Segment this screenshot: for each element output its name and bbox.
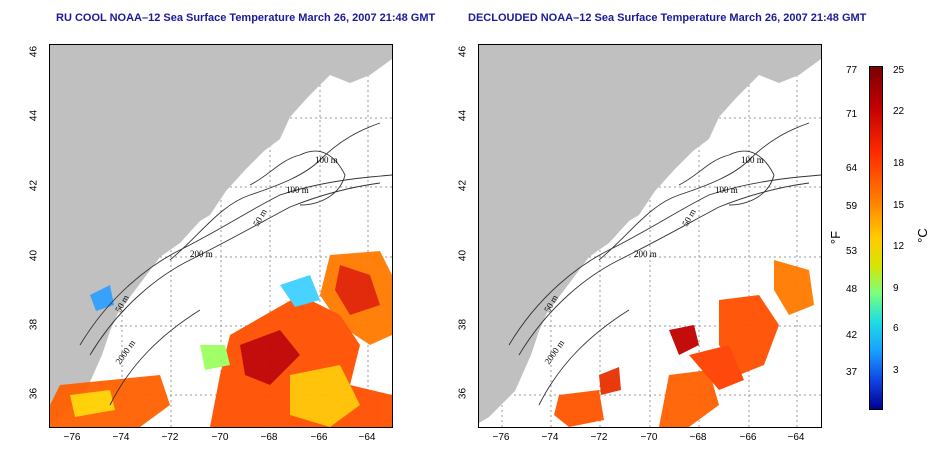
contour-label: 100 m — [715, 185, 738, 195]
c-tick: 18 — [893, 158, 905, 169]
y-tick: 44 — [28, 109, 40, 122]
right-title: DECLOUDED NOAA–12 Sea Surface Temperatur… — [468, 12, 867, 24]
x-tick: −66 — [310, 432, 328, 443]
x-tick: −64 — [358, 432, 376, 443]
c-tick: 3 — [893, 365, 899, 376]
contour-label: 2000 m — [113, 338, 137, 366]
sst-data — [554, 260, 814, 427]
sst-data — [50, 251, 392, 427]
f-tick: 53 — [846, 246, 858, 257]
c-tick: 12 — [893, 241, 905, 252]
x-tick: −72 — [590, 432, 608, 443]
x-tick: −76 — [492, 432, 510, 443]
contour-label: 200 m — [190, 249, 213, 259]
x-tick: −70 — [211, 432, 229, 443]
y-tick: 36 — [457, 387, 469, 400]
x-tick: −64 — [787, 432, 805, 443]
contour-label: 100 m — [315, 155, 338, 165]
x-tick: −72 — [161, 432, 179, 443]
right-map-panel: 100 m 100 m 50 m 200 m 50 m 2000 m — [478, 44, 822, 428]
f-tick: 37 — [846, 367, 858, 378]
land-mass — [479, 45, 821, 423]
celsius-label: °C — [914, 228, 930, 243]
contour-label: 50 m — [251, 207, 269, 228]
contour-label: 100 m — [741, 155, 764, 165]
y-tick: 42 — [28, 179, 40, 192]
x-tick: −68 — [689, 432, 707, 443]
contour-label: 200 m — [634, 249, 657, 259]
contour-label: 50 m — [680, 207, 698, 228]
x-tick: −70 — [640, 432, 658, 443]
x-tick: −76 — [63, 432, 81, 443]
c-tick: 6 — [893, 323, 899, 334]
x-tick: −66 — [739, 432, 757, 443]
y-tick: 44 — [457, 109, 469, 122]
x-tick: −74 — [112, 432, 130, 443]
contour-label: 2000 m — [542, 338, 566, 366]
x-tick: −74 — [541, 432, 559, 443]
y-tick: 38 — [457, 318, 469, 331]
y-tick: 46 — [28, 45, 40, 58]
left-title: RU COOL NOAA–12 Sea Surface Temperature … — [56, 12, 436, 24]
f-tick: 64 — [846, 163, 858, 174]
y-tick: 40 — [457, 249, 469, 262]
c-tick: 9 — [893, 283, 899, 294]
temperature-colorbar — [869, 66, 883, 410]
f-tick: 59 — [846, 201, 858, 212]
c-tick: 15 — [893, 200, 905, 211]
left-map-panel: 100 m 100 m 50 m 200 m 50 m 2000 m — [49, 44, 393, 428]
c-tick: 22 — [893, 106, 905, 117]
contour-label: 100 m — [286, 185, 309, 195]
land-mass — [50, 45, 392, 423]
fahrenheit-label: °F — [828, 230, 844, 245]
f-tick: 48 — [846, 284, 858, 295]
y-tick: 40 — [28, 249, 40, 262]
c-tick: 25 — [893, 65, 905, 76]
x-tick: −68 — [260, 432, 278, 443]
f-tick: 71 — [846, 109, 858, 120]
y-tick: 36 — [28, 387, 40, 400]
y-tick: 38 — [28, 318, 40, 331]
f-tick: 77 — [846, 65, 858, 76]
f-tick: 42 — [846, 330, 858, 341]
y-tick: 42 — [457, 179, 469, 192]
y-tick: 46 — [457, 45, 469, 58]
